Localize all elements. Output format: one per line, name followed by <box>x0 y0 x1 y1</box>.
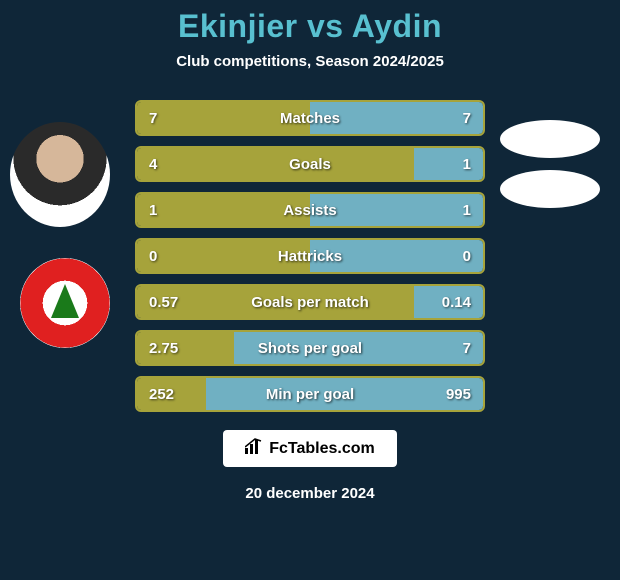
stat-row: 41Goals <box>135 146 485 182</box>
brand-badge: FcTables.com <box>223 430 397 467</box>
page-title: Ekinjier vs Aydin <box>178 8 442 45</box>
stat-row: 252995Min per goal <box>135 376 485 412</box>
stats-list: 77Matches 41Goals 11Assists 00Hattricks 0.57… <box>135 100 485 412</box>
stat-row: 11Assists <box>135 192 485 228</box>
brand-label: FcTables.com <box>269 440 375 458</box>
club-badge-left <box>20 258 110 348</box>
stat-row: 2.757Shots per goal <box>135 330 485 366</box>
stat-row: 77Matches <box>135 100 485 136</box>
page-subtitle: Club competitions, Season 2024/2025 <box>176 53 444 70</box>
player-placeholder-right <box>500 120 600 158</box>
stat-label: Goals <box>137 156 483 173</box>
stat-row: 0.570.14Goals per match <box>135 284 485 320</box>
chart-icon <box>245 438 263 459</box>
comparison-card: Ekinjier vs Aydin Club competitions, Sea… <box>0 0 620 580</box>
stat-row: 00Hattricks <box>135 238 485 274</box>
stat-label: Matches <box>137 110 483 127</box>
stat-label: Hattricks <box>137 248 483 265</box>
stat-label: Assists <box>137 202 483 219</box>
stat-label: Min per goal <box>137 386 483 403</box>
player-avatar-left <box>10 122 110 227</box>
footer-date: 20 december 2024 <box>245 485 374 502</box>
player-placeholder-right <box>500 170 600 208</box>
tree-icon <box>51 284 79 318</box>
stat-label: Shots per goal <box>137 340 483 357</box>
stat-label: Goals per match <box>137 294 483 311</box>
